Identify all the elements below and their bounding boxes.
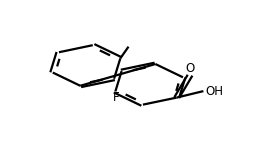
Text: O: O xyxy=(186,62,195,75)
Text: OH: OH xyxy=(205,85,223,98)
Text: F: F xyxy=(113,91,120,104)
